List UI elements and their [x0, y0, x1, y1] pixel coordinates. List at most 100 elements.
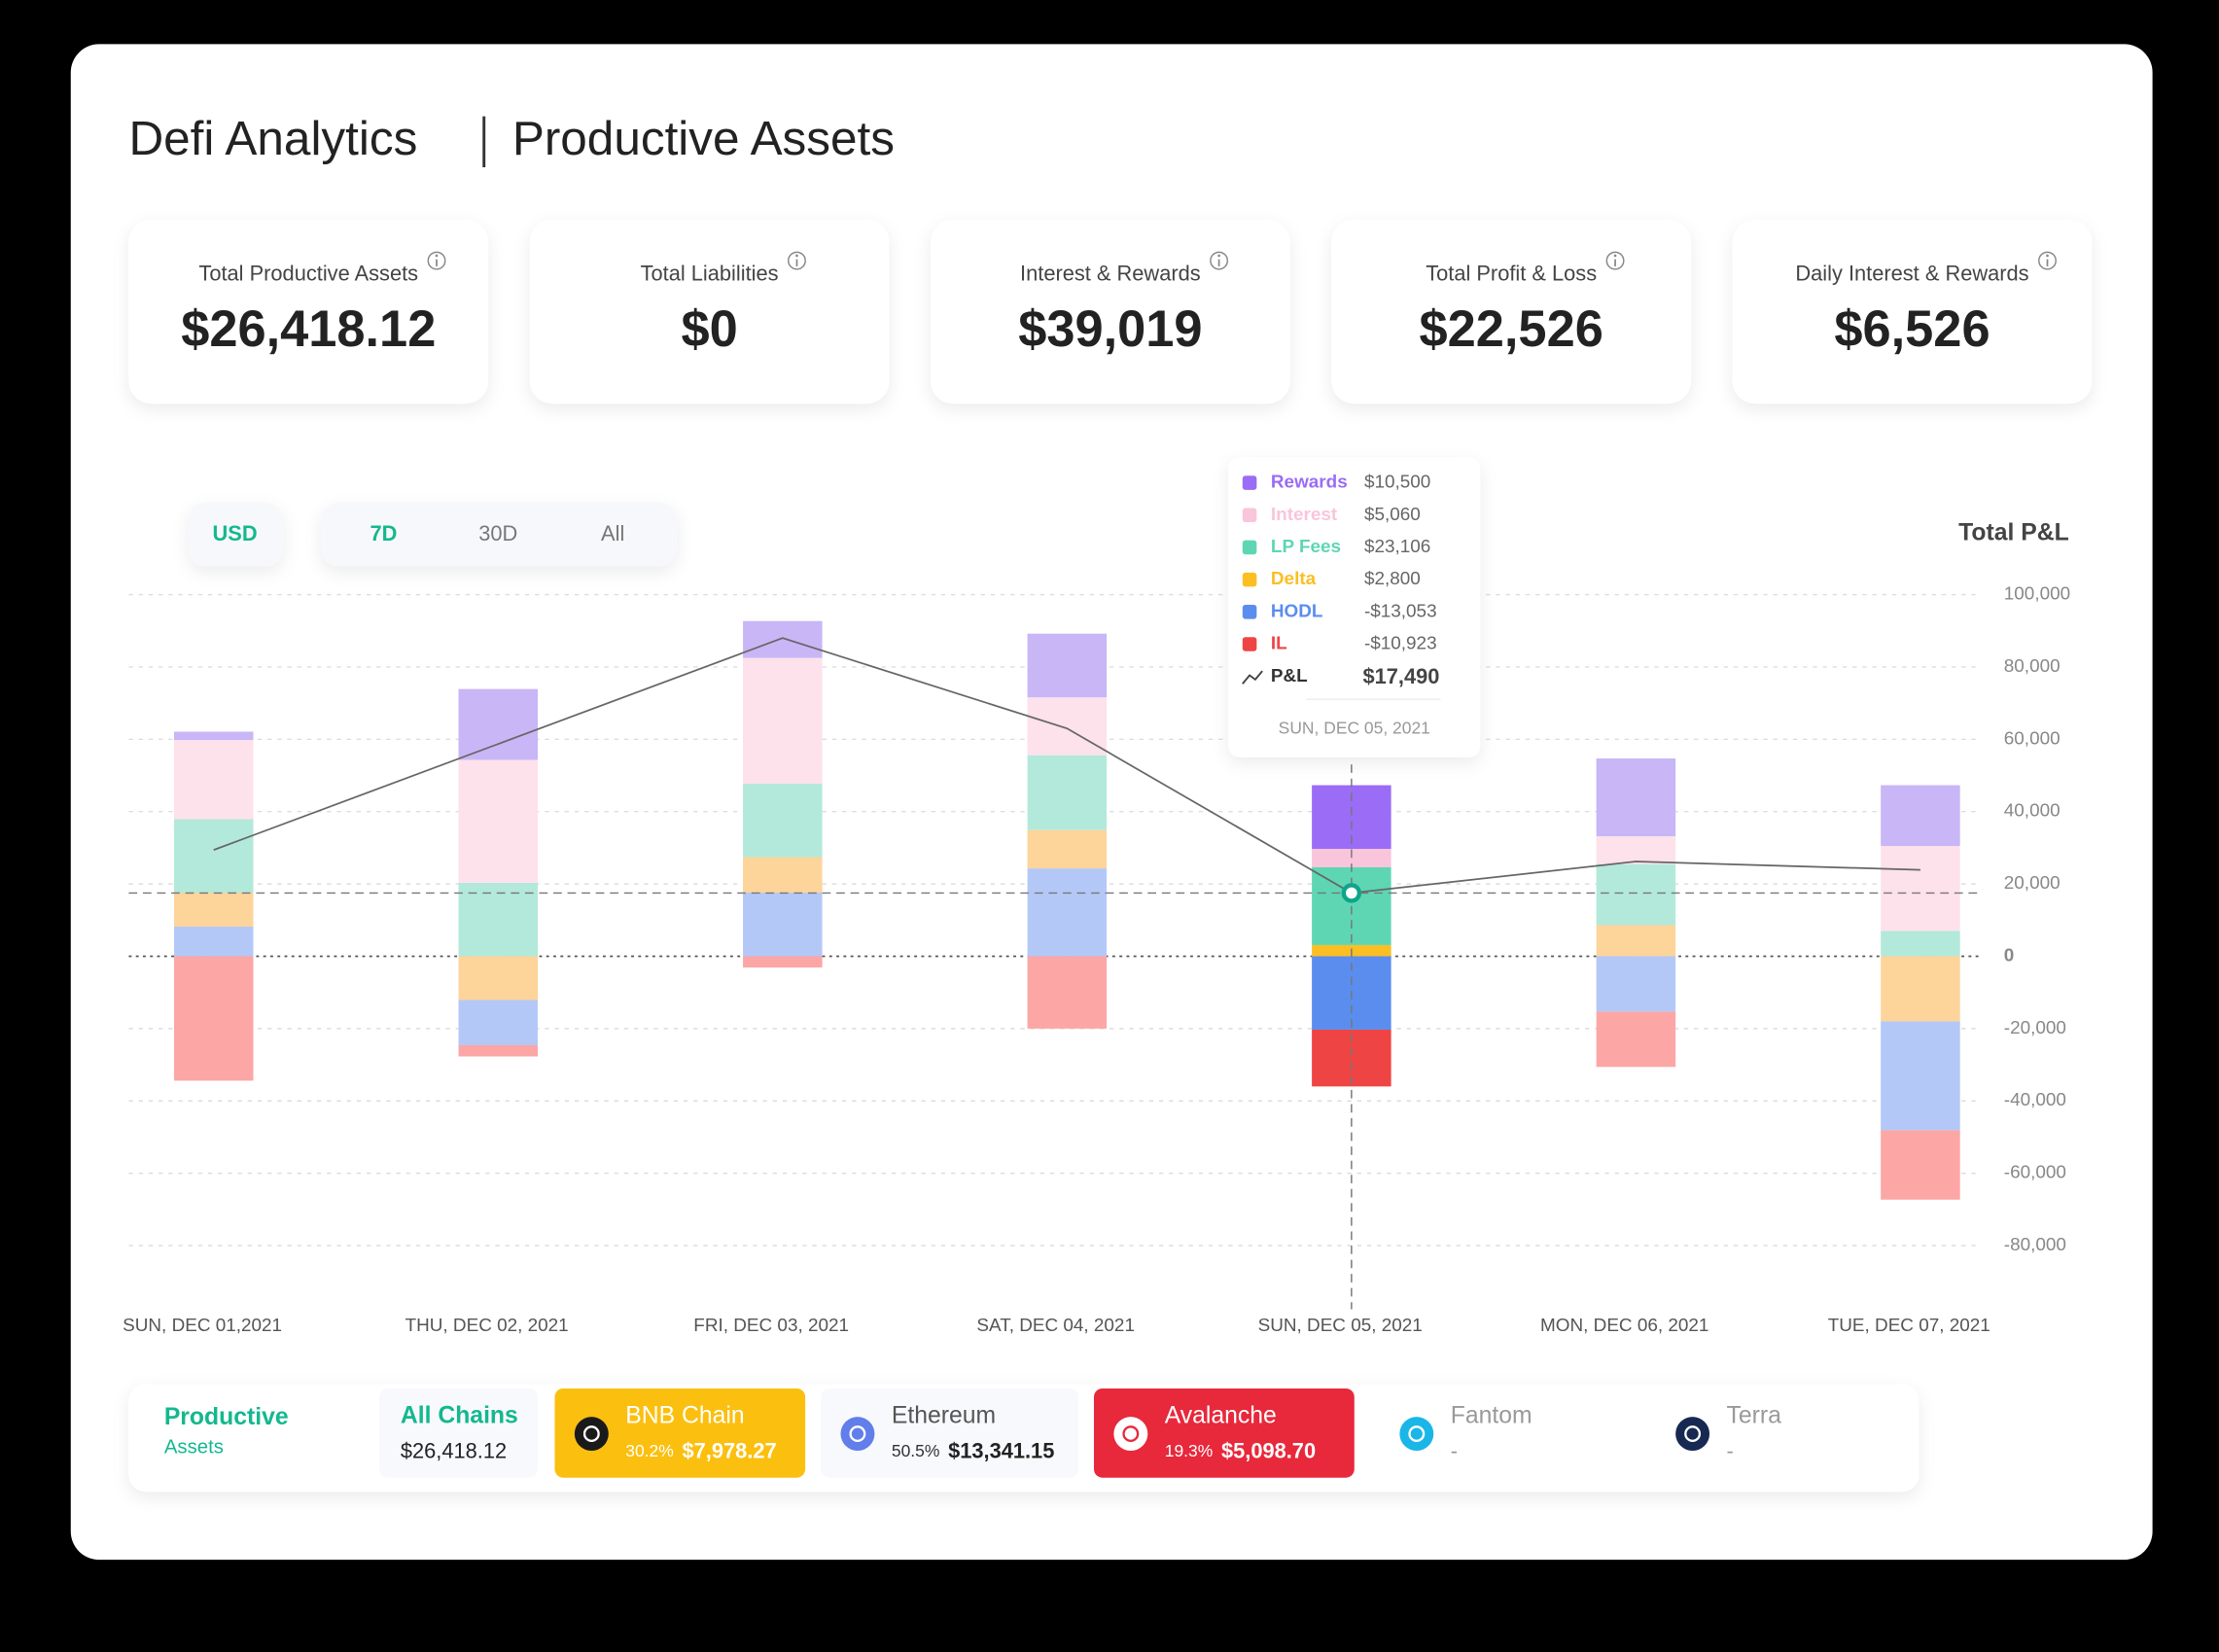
chains-subtitle: Assets [164, 1437, 224, 1459]
bar-segment [174, 956, 254, 1081]
chain-icon [1675, 1417, 1710, 1452]
info-icon-dot [435, 254, 439, 258]
chain-tab[interactable] [821, 1388, 1078, 1478]
stat-value: $26,418.12 [181, 301, 436, 358]
chain-share: 19.3% [1165, 1441, 1214, 1460]
bar-segment [1596, 1011, 1676, 1068]
bar-segment [743, 657, 823, 785]
chains-title: Productive [164, 1404, 289, 1430]
tooltip-series: Rewards [1271, 473, 1348, 493]
bar-segment [743, 956, 823, 968]
range-option[interactable]: All [601, 521, 624, 545]
chain-icon-inner [1684, 1425, 1702, 1443]
chain-name: All Chains [401, 1403, 518, 1429]
chain-share: 50.5% [892, 1441, 940, 1460]
pnl-line [213, 637, 1920, 895]
bar-segment [458, 759, 539, 883]
stat-label: Total Productive Assets [198, 261, 418, 285]
chain-value: $13,341.15 [948, 1438, 1054, 1462]
bar-segment [174, 926, 254, 957]
stat-value: $6,526 [1834, 301, 1990, 358]
bar-segment [1596, 758, 1676, 836]
stat-card [1732, 219, 2093, 404]
bar-segment [1596, 956, 1676, 1012]
bar-segment [1312, 849, 1391, 867]
info-icon-dot [795, 254, 798, 258]
chain-tab[interactable] [379, 1388, 539, 1478]
tooltip-swatch [1242, 637, 1257, 651]
tooltip-date: SUN, DEC 05, 2021 [1279, 718, 1430, 737]
chain-icon [1399, 1417, 1434, 1452]
tooltip-series: IL [1271, 633, 1287, 653]
info-icon-dot [1217, 254, 1220, 258]
bar-segment [174, 740, 254, 820]
info-icon[interactable] [1605, 251, 1625, 270]
bar-segment [743, 784, 823, 858]
bar-segment [458, 688, 539, 760]
tooltip-swatch [1242, 572, 1257, 587]
bar-segment [458, 1000, 539, 1045]
x-tick-label: MON, DEC 06, 2021 [1540, 1316, 1708, 1336]
tooltip-value: $10,500 [1364, 473, 1430, 493]
tooltip-value: -$10,923 [1364, 633, 1437, 653]
bar-segment [1881, 1021, 1960, 1131]
bar-segment [1596, 835, 1676, 865]
y-tick-label: 80,000 [2004, 656, 2060, 677]
bar-segment [743, 857, 823, 894]
subtitle: Productive Assets [512, 112, 895, 165]
tooltip-series: Delta [1271, 569, 1317, 589]
stat-label: Total Liabilities [641, 261, 779, 285]
chain-tab[interactable] [1655, 1388, 1897, 1478]
range-toggle [321, 502, 677, 567]
y-tick-label: -40,000 [2004, 1090, 2066, 1110]
stat-value: $39,019 [1018, 301, 1202, 358]
y-axis-title: Total P&L [1958, 520, 2069, 546]
bar-segment [1881, 785, 1960, 847]
chain-tab[interactable] [554, 1388, 806, 1478]
y-tick-label: -20,000 [2004, 1018, 2066, 1038]
info-icon[interactable] [1210, 251, 1229, 270]
chain-name: BNB Chain [625, 1403, 744, 1429]
x-tick-label: FRI, DEC 03, 2021 [693, 1316, 849, 1336]
currency-label: USD [213, 521, 258, 545]
bar-segment [1027, 868, 1108, 957]
info-icon[interactable] [2038, 251, 2057, 270]
x-tick-label: SUN, DEC 05, 2021 [1258, 1316, 1423, 1336]
stat-card [931, 219, 1290, 404]
tooltip-series: HODL [1271, 601, 1323, 621]
chain-value: - [1451, 1438, 1458, 1462]
chain-tab[interactable] [1379, 1388, 1621, 1478]
chain-tab[interactable] [1093, 1388, 1355, 1478]
tooltip [1228, 457, 1481, 757]
chain-name: Terra [1727, 1403, 1782, 1429]
y-tick-label: 20,000 [2004, 873, 2060, 894]
y-tick-label: -60,000 [2004, 1163, 2066, 1183]
tooltip-series: LP Fees [1271, 537, 1341, 557]
panel [70, 44, 2153, 1561]
chain-share: 30.2% [625, 1441, 674, 1460]
chain-value: $26,418.12 [401, 1438, 507, 1462]
info-icon[interactable] [427, 251, 446, 270]
chain-icon-inner [1122, 1425, 1140, 1443]
pnl-marker [1341, 883, 1362, 903]
bar-segment [743, 620, 823, 658]
bar-segment [458, 1044, 539, 1057]
tooltip-swatch [1242, 508, 1257, 523]
info-icon-dot [1613, 254, 1617, 258]
bar-segment [1881, 846, 1960, 931]
bar-segment [1596, 864, 1676, 926]
tooltip-value: $5,060 [1364, 505, 1421, 525]
range-option[interactable]: 7D [370, 521, 397, 545]
chain-icon-inner [1408, 1425, 1426, 1443]
y-tick-label: 60,000 [2004, 728, 2060, 749]
chain-icon-inner [582, 1425, 600, 1443]
range-option[interactable]: 30D [478, 521, 517, 545]
tooltip-swatch [1242, 540, 1257, 555]
info-icon[interactable] [788, 251, 806, 270]
currency-toggle[interactable] [188, 502, 284, 567]
chain-name: Avalanche [1165, 1403, 1277, 1429]
y-tick-label: 40,000 [2004, 801, 2060, 822]
stat-label: Total Profit & Loss [1426, 261, 1597, 285]
